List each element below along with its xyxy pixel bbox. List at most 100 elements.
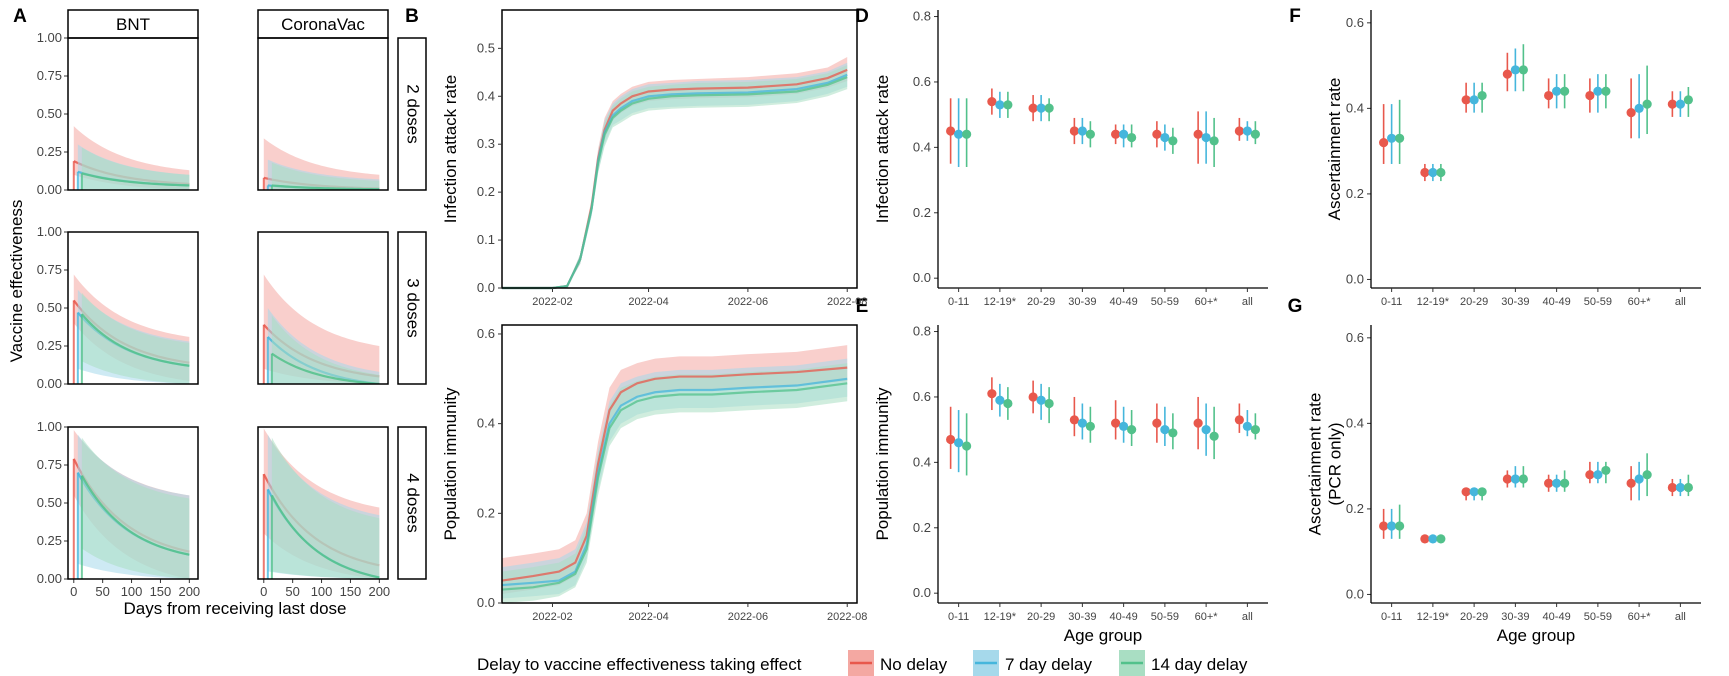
x-tick-label: 0-11	[1381, 296, 1402, 308]
point-d7	[1201, 132, 1211, 143]
point-d7	[1242, 421, 1252, 431]
point-d7	[954, 129, 964, 139]
x-tick-label: all	[1675, 296, 1686, 308]
series-line-d14	[271, 352, 380, 384]
point-no	[1152, 129, 1162, 139]
point-d14	[1436, 534, 1446, 544]
y-tick-label: 0.2	[1346, 501, 1364, 516]
plot-border	[501, 324, 858, 604]
point-no	[1420, 534, 1430, 544]
point-no	[1502, 69, 1512, 79]
point-d7	[1387, 521, 1397, 531]
point-d7	[1119, 421, 1129, 431]
x-tick-label: 2022-02	[532, 296, 572, 308]
facet-strip-row-label: 3 doses	[404, 278, 423, 338]
point-d7	[1242, 126, 1252, 136]
x-tick-label: 0	[260, 584, 267, 599]
point-d14	[1560, 478, 1570, 488]
point-d14	[1250, 129, 1260, 139]
facet-strip-row	[397, 37, 427, 191]
y-tick-label: 0.0	[1346, 271, 1364, 286]
x-axis-label-a: Days from receiving last dose	[124, 599, 347, 618]
x-tick-label: 30-39	[1501, 611, 1529, 623]
y-tick-label: 0.3	[477, 136, 495, 151]
point-no	[1502, 474, 1512, 484]
ci-band-d14	[81, 437, 190, 579]
legend-label-d14: 14 day delay	[1151, 655, 1248, 674]
x-tick-label: 200	[178, 584, 200, 599]
point-d14	[1395, 521, 1405, 531]
point-no	[1544, 90, 1554, 101]
x-tick-label: 20-29	[1460, 611, 1488, 623]
y-axis-label-g: Ascertainment rate(PCR only)	[1305, 393, 1344, 536]
y-axis-label-c: Population immunity	[441, 387, 460, 541]
point-d7	[1036, 103, 1046, 113]
y-axis-label-b: Infection attack rate	[441, 75, 460, 223]
y-tick-label: 0.6	[913, 389, 931, 404]
point-d14	[1477, 487, 1487, 497]
point-no	[1461, 487, 1471, 497]
x-tick-label: 100	[121, 584, 143, 599]
facet-coronavac-4-doses	[257, 426, 389, 580]
series-line-d14	[502, 76, 848, 290]
series-line-d14	[81, 172, 190, 187]
y-axis-label-line2: (PCR only)	[1326, 422, 1345, 505]
y-tick-label: 0.2	[913, 205, 931, 220]
facet-strip-row-label: 2 doses	[404, 84, 423, 144]
y-tick-label: 0.50	[37, 300, 62, 315]
point-d7	[1160, 132, 1170, 143]
point-no	[1544, 478, 1554, 488]
x-tick-label: 150	[340, 584, 362, 599]
point-d14	[1436, 167, 1446, 178]
y-tick-label: 0.0	[477, 280, 495, 295]
x-tick-label: 2022-06	[728, 296, 768, 308]
legend-title: Delay to vaccine effectiveness taking ef…	[477, 655, 802, 674]
y-axis-label-d: Infection attack rate	[873, 75, 892, 223]
point-no	[1069, 126, 1079, 136]
series-line-d7	[501, 377, 848, 587]
point-d14	[1250, 425, 1260, 435]
panel-c: 0.0 0.2 0.4 0.6 2022-02 2022-04 2022-06 2022-08…	[441, 324, 867, 623]
panel-g: 0.0 0.2 0.4 0.6 0-11 12-19* 20-29 30-39 40-49 50-…	[1305, 325, 1701, 645]
y-tick-label: 0.4	[913, 454, 931, 469]
point-no	[1028, 103, 1038, 113]
y-tick-label: 0.6	[477, 326, 495, 341]
point-d7	[1387, 133, 1397, 143]
x-tick-label: 0-11	[948, 296, 969, 308]
point-d7	[1119, 129, 1129, 139]
y-tick-label: 0.00	[37, 571, 62, 586]
y-tick-label: 1.00	[37, 30, 62, 45]
point-no	[1152, 418, 1162, 428]
x-tick-label: 2022-04	[628, 296, 668, 308]
point-d7	[954, 438, 964, 448]
point-d14	[1560, 86, 1570, 96]
point-d14	[1642, 99, 1652, 109]
x-tick-label: 2022-06	[728, 611, 768, 623]
y-tick-label: 0.25	[37, 338, 62, 353]
facet-border	[257, 231, 389, 385]
panel-label-b: B	[405, 6, 419, 27]
legend: Delay to vaccine effectiveness taking ef…	[477, 650, 1248, 676]
facet-plot-area	[262, 428, 380, 579]
y-tick-label: 0.0	[913, 270, 931, 285]
x-tick-label: 0	[70, 584, 77, 599]
point-d7	[1077, 418, 1087, 428]
panel-b: 0.0 0.1 0.2 0.3 0.4 0.5 2022-02 2022-04 2022-06 2…	[441, 9, 867, 308]
point-d7	[1428, 534, 1438, 544]
point-d7	[1675, 482, 1685, 493]
point-no	[1234, 415, 1244, 425]
y-axis-label-a: Vaccine effectiveness	[7, 200, 26, 363]
plot-border	[501, 9, 858, 289]
y-tick-label: 0.4	[1346, 415, 1364, 430]
x-tick-label: all	[1242, 296, 1253, 308]
point-no	[1069, 415, 1079, 425]
panel-d: 0.0 0.2 0.4 0.6 0.8 0-11 12-19* 20-29 30-39 40-49…	[873, 9, 1268, 308]
y-tick-label: 0.6	[1346, 330, 1364, 345]
point-d7	[1077, 126, 1087, 136]
y-tick-label: 0.2	[913, 520, 931, 535]
facet-strip-label: CoronaVac	[281, 15, 365, 34]
series-line-d14	[271, 184, 380, 190]
x-tick-label: 40-49	[1110, 296, 1138, 308]
panel-label-a: A	[13, 6, 27, 27]
point-no	[1667, 99, 1677, 109]
